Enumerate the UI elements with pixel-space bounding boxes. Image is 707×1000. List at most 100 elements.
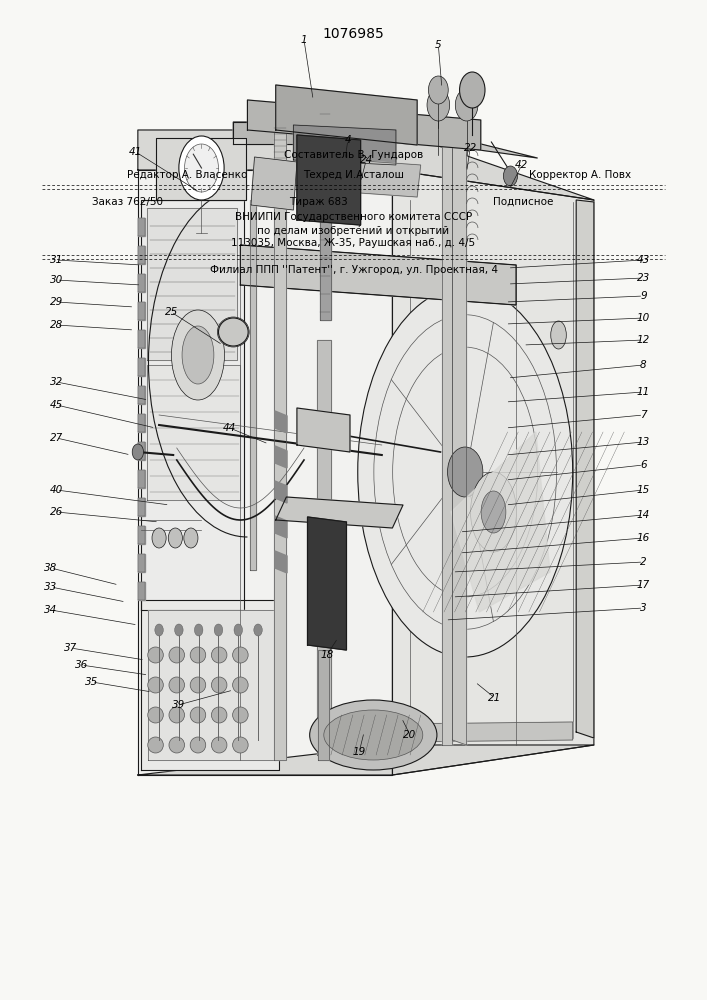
Ellipse shape [233,737,248,753]
Polygon shape [275,516,287,538]
Ellipse shape [471,472,517,552]
Polygon shape [275,446,287,468]
Text: Тираж 683: Тираж 683 [288,197,348,207]
Ellipse shape [324,710,423,760]
Text: 26: 26 [50,507,63,517]
Ellipse shape [310,700,437,770]
Text: Заказ 762/50: Заказ 762/50 [92,197,163,207]
Circle shape [455,89,478,121]
Circle shape [254,624,262,636]
Polygon shape [576,200,594,738]
Text: 24: 24 [360,155,373,165]
Text: 1076985: 1076985 [322,27,385,41]
Polygon shape [138,498,145,516]
Text: Подписное: Подписное [493,197,554,207]
Polygon shape [251,157,297,210]
Ellipse shape [172,310,225,400]
Ellipse shape [233,677,248,693]
Polygon shape [138,470,145,488]
Text: 12: 12 [637,335,650,345]
Ellipse shape [233,707,248,723]
Polygon shape [147,365,240,500]
Circle shape [152,528,166,548]
Ellipse shape [211,677,227,693]
Text: 45: 45 [50,400,63,410]
Polygon shape [138,554,145,572]
Text: 2: 2 [640,557,647,567]
Ellipse shape [551,321,566,349]
Polygon shape [147,208,237,360]
Polygon shape [452,140,467,745]
Text: 19: 19 [353,747,366,757]
Text: 30: 30 [50,275,63,285]
Polygon shape [141,600,279,770]
Circle shape [132,444,144,460]
Circle shape [184,528,198,548]
Text: 38: 38 [45,563,57,573]
Ellipse shape [169,707,185,723]
Ellipse shape [233,647,248,663]
Polygon shape [274,122,286,760]
Ellipse shape [169,737,185,753]
Polygon shape [297,408,350,452]
Ellipse shape [481,491,506,533]
Polygon shape [138,386,145,404]
Text: Редактор А. Власенко: Редактор А. Власенко [127,170,247,180]
Polygon shape [392,170,594,775]
Polygon shape [275,551,287,573]
Circle shape [175,624,183,636]
Ellipse shape [148,677,163,693]
Text: Составитель В. Гундаров: Составитель В. Гундаров [284,150,423,160]
Polygon shape [138,358,145,376]
Polygon shape [233,122,537,158]
Polygon shape [396,722,573,742]
Text: 36: 36 [75,660,88,670]
Circle shape [155,624,163,636]
Ellipse shape [182,326,214,384]
Ellipse shape [211,647,227,663]
Text: 10: 10 [637,313,650,323]
Circle shape [460,72,485,108]
Ellipse shape [148,647,163,663]
Polygon shape [233,122,392,144]
Text: 31: 31 [50,255,63,265]
Circle shape [194,624,203,636]
Text: 3: 3 [640,603,647,613]
Text: 21: 21 [489,693,501,703]
Polygon shape [138,170,392,775]
Polygon shape [250,200,256,570]
Ellipse shape [190,647,206,663]
Ellipse shape [148,737,163,753]
Text: 15: 15 [637,485,650,495]
Text: 7: 7 [640,410,647,420]
Ellipse shape [211,707,227,723]
Text: 42: 42 [515,160,528,170]
Text: 25: 25 [165,307,177,317]
Text: 13: 13 [637,437,650,447]
Ellipse shape [211,737,227,753]
Polygon shape [240,245,516,305]
Ellipse shape [148,707,163,723]
Text: 39: 39 [172,700,185,710]
Polygon shape [320,100,331,320]
Text: 33: 33 [45,582,57,592]
Polygon shape [141,200,244,610]
Ellipse shape [218,318,248,346]
Polygon shape [156,138,246,200]
Polygon shape [308,517,346,650]
Circle shape [448,447,483,497]
Polygon shape [276,497,403,528]
Polygon shape [138,302,145,320]
Text: 22: 22 [464,143,477,153]
Polygon shape [317,340,331,755]
Text: 34: 34 [45,605,57,615]
Polygon shape [138,330,145,348]
Polygon shape [297,135,361,225]
Text: 113035, Москва, Ж-35, Раушская наб., д. 4/5: 113035, Москва, Ж-35, Раушская наб., д. … [231,238,476,248]
Polygon shape [442,130,452,745]
Text: 37: 37 [64,643,77,653]
Polygon shape [138,745,594,775]
Text: 9: 9 [640,291,647,301]
Text: по делам изобрете́ний и открытий: по делам изобрете́ний и открытий [257,225,450,235]
Polygon shape [318,650,329,760]
